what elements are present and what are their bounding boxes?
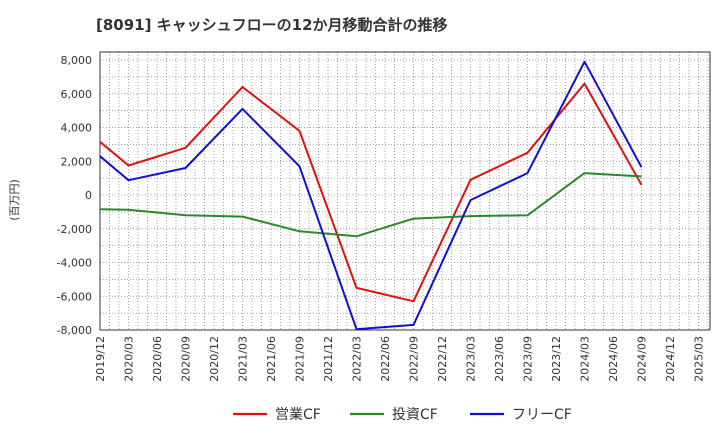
series-line-フリーCF	[99, 60, 643, 331]
x-tick-label: 2023/03	[465, 336, 478, 382]
grid-layer	[99, 52, 710, 331]
y-tick-label: 6,000	[61, 88, 93, 101]
x-tick-label: 2020/03	[123, 336, 136, 382]
y-tick-label: 0	[85, 189, 92, 202]
y-tick-label: 2,000	[61, 155, 93, 168]
y-tick-label: -8,000	[57, 324, 92, 337]
x-tick-label: 2019/12	[94, 336, 107, 382]
y-tick-label: -2,000	[57, 223, 92, 236]
series-line-投資CF	[99, 172, 642, 238]
y-axis-ticks: 8,000 6,000 4,000 2,000 0 -2,000 -4,000 -6,000 -…	[57, 54, 92, 337]
x-tick-label: 2020/09	[180, 336, 193, 382]
x-tick-label: 2023/09	[522, 336, 535, 382]
x-tick-label: 2023/12	[550, 336, 563, 382]
series-layer	[99, 60, 643, 331]
x-tick-label: 2024/09	[636, 336, 649, 382]
x-tick-label: 2021/06	[265, 336, 278, 382]
y-axis-label: (百万円)	[8, 179, 21, 221]
chart-title: [8091] キャッシュフローの12か月移動合計の推移	[96, 16, 448, 34]
x-tick-label: 2021/12	[322, 336, 335, 382]
x-tick-label: 2021/03	[237, 336, 250, 382]
series-line-営業CF	[99, 82, 643, 303]
y-tick-label: 8,000	[61, 54, 93, 67]
plot-frame	[99, 51, 711, 331]
x-tick-label: 2024/06	[607, 336, 620, 382]
y-tick-label: -4,000	[57, 257, 92, 270]
legend-label: フリーCF	[512, 407, 572, 423]
x-tick-label: 2025/03	[693, 336, 706, 382]
y-tick-label: -6,000	[57, 290, 92, 303]
x-tick-label: 2022/09	[408, 336, 421, 382]
x-tick-label: 2022/06	[379, 336, 392, 382]
x-tick-label: 2020/06	[151, 336, 164, 382]
x-tick-label: 2022/03	[351, 336, 364, 382]
y-tick-label: 4,000	[61, 122, 93, 135]
x-tick-label: 2022/12	[436, 336, 449, 382]
x-tick-label: 2021/09	[294, 336, 307, 382]
x-tick-label: 2020/12	[208, 336, 221, 382]
x-tick-label: 2024/03	[579, 336, 592, 382]
x-tick-label: 2024/12	[664, 336, 677, 382]
legend-label: 営業CF	[275, 407, 321, 423]
legend-label: 投資CF	[392, 407, 438, 423]
x-axis-ticks: 2019/12 2020/03 2020/06 2020/09 2020/12 2021/…	[94, 336, 706, 382]
legend: 営業CF 投資CF フリーCF	[233, 407, 572, 423]
x-tick-label: 2023/06	[493, 336, 506, 382]
